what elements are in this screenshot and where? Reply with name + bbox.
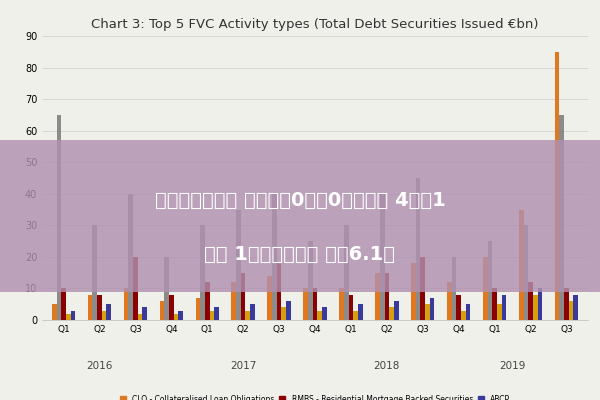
Bar bbox=[538, 288, 542, 320]
Text: 2016: 2016 bbox=[86, 361, 113, 371]
Bar bbox=[128, 194, 133, 320]
Bar bbox=[200, 225, 205, 320]
Bar bbox=[533, 295, 538, 320]
Bar bbox=[142, 307, 147, 320]
Bar bbox=[196, 298, 200, 320]
Legend: CLO - Collateralised Loan Obligations, Other, RMBS - Residential Mortgage Backed: CLO - Collateralised Loan Obligations, O… bbox=[120, 395, 510, 400]
Bar bbox=[466, 304, 470, 320]
Bar bbox=[106, 304, 111, 320]
Bar bbox=[71, 310, 75, 320]
Bar bbox=[277, 263, 281, 320]
Bar bbox=[447, 282, 452, 320]
Text: 2018: 2018 bbox=[374, 361, 400, 371]
Bar bbox=[56, 115, 61, 320]
Bar bbox=[92, 225, 97, 320]
Bar bbox=[173, 314, 178, 320]
Bar bbox=[421, 257, 425, 320]
Bar bbox=[452, 257, 457, 320]
Text: 成功 1失误导致丢球 获评6.1分: 成功 1失误导致丢球 获评6.1分 bbox=[205, 244, 395, 264]
Bar bbox=[317, 310, 322, 320]
Bar bbox=[205, 282, 209, 320]
Bar bbox=[245, 310, 250, 320]
Bar bbox=[385, 273, 389, 320]
Bar bbox=[66, 314, 71, 320]
Bar bbox=[232, 282, 236, 320]
Bar bbox=[164, 257, 169, 320]
Bar bbox=[160, 301, 164, 320]
Text: 在线配资哪个好 福登本场0射门0关键传球 4对抗1: 在线配资哪个好 福登本场0射门0关键传球 4对抗1 bbox=[155, 191, 445, 210]
Bar bbox=[214, 307, 219, 320]
Bar bbox=[88, 295, 92, 320]
Bar bbox=[133, 257, 138, 320]
Text: 2017: 2017 bbox=[230, 361, 256, 371]
Bar bbox=[308, 241, 313, 320]
Bar bbox=[124, 288, 128, 320]
Bar bbox=[209, 310, 214, 320]
Bar bbox=[528, 282, 533, 320]
Bar bbox=[102, 310, 106, 320]
Bar bbox=[339, 288, 344, 320]
Bar bbox=[52, 304, 56, 320]
Bar bbox=[559, 115, 564, 320]
Bar bbox=[268, 276, 272, 320]
Bar bbox=[97, 295, 102, 320]
Bar bbox=[457, 295, 461, 320]
Bar bbox=[569, 301, 574, 320]
Bar bbox=[430, 298, 434, 320]
Bar bbox=[344, 225, 349, 320]
Bar bbox=[304, 288, 308, 320]
Bar bbox=[286, 301, 291, 320]
Bar bbox=[555, 52, 559, 320]
Bar bbox=[380, 194, 385, 320]
Bar bbox=[169, 295, 173, 320]
Bar bbox=[497, 304, 502, 320]
Bar bbox=[389, 307, 394, 320]
Bar bbox=[519, 210, 524, 320]
Bar bbox=[281, 307, 286, 320]
Bar bbox=[564, 288, 569, 320]
Bar bbox=[61, 288, 66, 320]
Bar bbox=[394, 301, 398, 320]
Bar bbox=[272, 194, 277, 320]
Title: Chart 3: Top 5 FVC Activity types (Total Debt Securities Issued €bn): Chart 3: Top 5 FVC Activity types (Total… bbox=[91, 18, 539, 31]
Bar bbox=[488, 241, 492, 320]
Bar bbox=[236, 210, 241, 320]
Bar bbox=[250, 304, 255, 320]
Bar bbox=[138, 314, 142, 320]
Bar bbox=[353, 310, 358, 320]
Bar bbox=[349, 295, 353, 320]
Bar bbox=[492, 288, 497, 320]
Bar bbox=[574, 295, 578, 320]
Bar bbox=[178, 310, 183, 320]
Bar bbox=[502, 295, 506, 320]
Bar bbox=[416, 178, 421, 320]
Bar bbox=[313, 288, 317, 320]
Bar bbox=[411, 263, 416, 320]
Bar bbox=[322, 307, 326, 320]
Bar bbox=[241, 273, 245, 320]
Bar bbox=[524, 225, 528, 320]
Bar bbox=[375, 273, 380, 320]
Bar bbox=[358, 304, 362, 320]
Bar bbox=[425, 304, 430, 320]
Text: 2019: 2019 bbox=[499, 361, 526, 371]
Bar bbox=[483, 257, 488, 320]
Bar bbox=[461, 310, 466, 320]
